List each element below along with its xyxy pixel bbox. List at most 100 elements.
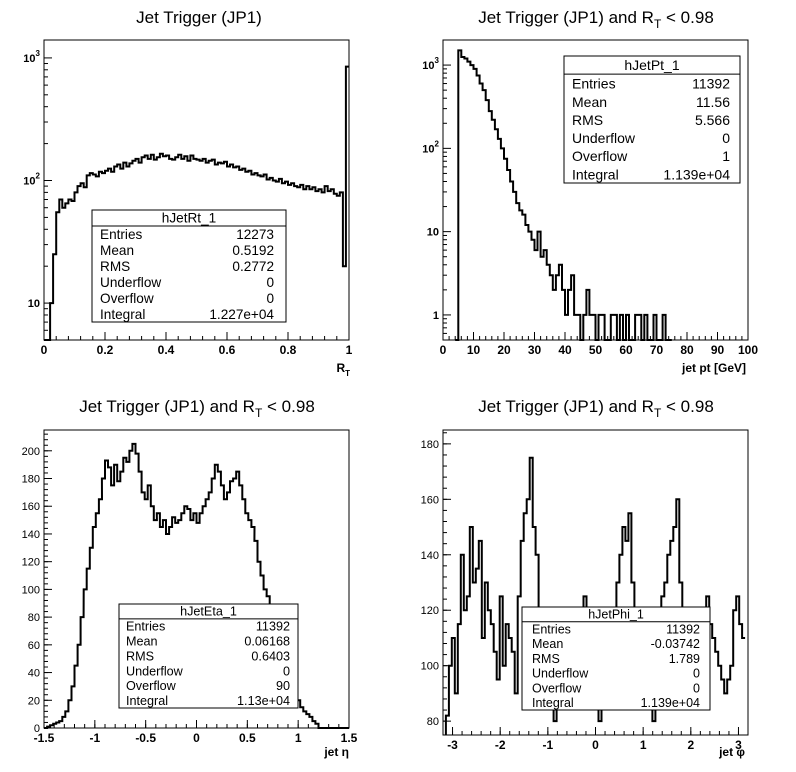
y-tick-label-base: 0 [34, 723, 40, 735]
stats-row-label: Overflow [572, 148, 628, 164]
x-axis-label-main: R [336, 361, 345, 375]
stats-row-label: Integral [126, 694, 168, 708]
y-tick-label: 180 [421, 439, 439, 451]
stats-row-label: Integral [532, 696, 574, 710]
panel-title-main: Jet Trigger (JP1) and R [79, 397, 255, 416]
stats-box-frame [91, 209, 287, 323]
x-tick-label: 20 [497, 343, 511, 357]
x-tick-label: -1.5 [34, 731, 55, 745]
y-tick-label: 103 [422, 56, 439, 72]
x-tick-label: -1 [543, 738, 554, 752]
stats-row-value: 1 [722, 148, 730, 164]
stats-row-value: 90 [276, 679, 290, 693]
stats-row-value: 1.139e+04 [641, 696, 700, 710]
stats-box: hJetPt_1 Entries 11392 Mean 11.56 RMS 5.566 Und… [563, 55, 741, 184]
histogram-panel-2: Jet Trigger (JP1) and RT < 0.98 0 10 20 30 40… [422, 8, 758, 375]
panel-title: Jet Trigger (JP1) and RT < 0.98 [478, 8, 714, 31]
x-axis-label: RT [336, 361, 350, 378]
y-tick-label-exponent: 3 [435, 56, 440, 65]
y-tick-label-base: 200 [22, 446, 40, 458]
panel-title: Jet Trigger (JP1) and RT < 0.98 [478, 397, 714, 420]
stats-row-label: Overflow [126, 679, 177, 693]
x-axis-label: jet pt [GeV] [681, 361, 746, 375]
x-tick-label: 1 [295, 731, 302, 745]
stats-row-label: Mean [100, 243, 134, 258]
x-tick-label: -3 [447, 738, 458, 752]
x-tick-label: 1 [640, 738, 647, 752]
stats-row-label: Underflow [100, 275, 161, 290]
y-tick-label-base: 140 [421, 550, 439, 562]
stats-row-value: 0.06168 [244, 635, 290, 649]
y-tick-label: 200 [22, 446, 40, 458]
stats-row-label: Underflow [572, 130, 636, 146]
y-tick-label-base: 160 [22, 501, 40, 513]
y-tick-label-base: 140 [22, 529, 40, 541]
x-tick-label: 0.4 [158, 343, 175, 357]
y-tick-label-base: 10 [23, 53, 35, 65]
y-tick-label: 80 [427, 716, 439, 728]
stats-row-value: 11.56 [696, 94, 730, 110]
y-tick-label-base: 100 [22, 584, 40, 596]
histogram-line [455, 49, 672, 341]
histogram-panel-3: Jet Trigger (JP1) and RT < 0.98 -1.5 -1 -0.… [22, 397, 358, 759]
stats-row-value: 11392 [256, 620, 290, 634]
y-tick-label: 1 [433, 310, 439, 322]
x-tick-label: 30 [528, 343, 542, 357]
stats-row-label: Mean [126, 635, 158, 649]
y-tick-label: 140 [421, 550, 439, 562]
y-tick-label: 103 [23, 49, 40, 65]
x-tick-label: 70 [650, 343, 664, 357]
plot-frame [43, 39, 350, 341]
stats-row-value: 0 [266, 275, 274, 290]
x-tick-label: 60 [619, 343, 633, 357]
x-tick-label: 0.2 [97, 343, 114, 357]
histogram-line [44, 65, 349, 341]
stats-box-title: hJetPhi_1 [588, 607, 644, 621]
y-tick-label: 0 [34, 723, 40, 735]
stats-row-value: 0 [693, 667, 700, 681]
stats-row-value: 0 [283, 664, 290, 678]
x-tick-label: 50 [589, 343, 603, 357]
y-tick-label: 102 [23, 172, 40, 188]
x-tick-label: 0 [440, 343, 447, 357]
stats-row-value: -0.03742 [651, 637, 700, 651]
y-tick-label-base: 1 [433, 310, 439, 322]
x-tick-label: 1.5 [341, 731, 358, 745]
panel-title-subscript: T [654, 17, 662, 31]
y-tick-label: 10 [28, 298, 40, 310]
stats-row-label: Overflow [100, 291, 154, 306]
panel-title-subscript: T [255, 406, 263, 420]
stats-row-value: 0.2772 [232, 259, 274, 274]
x-tick-label: -0.5 [135, 731, 156, 745]
stats-row-label: RMS [532, 652, 560, 666]
stats-row-value: 0 [266, 291, 274, 306]
y-tick-label-exponent: 2 [36, 172, 41, 181]
stats-row-value: 1.227e+04 [209, 307, 274, 322]
stats-box-frame [521, 606, 711, 711]
x-tick-label: 100 [738, 343, 758, 357]
x-tick-label: 0.5 [239, 731, 256, 745]
stats-row-label: Mean [572, 94, 607, 110]
panel-title-cut: < 0.98 [262, 397, 314, 416]
y-tick-label-base: 120 [22, 557, 40, 569]
panel-title: Jet Trigger (JP1) and RT < 0.98 [79, 397, 315, 420]
y-tick-label: 120 [421, 605, 439, 617]
stats-box-title: hJetRt_1 [162, 210, 216, 225]
x-tick-label: 3 [735, 738, 742, 752]
panel-title-cut: < 0.98 [661, 8, 713, 27]
y-tick-label-base: 60 [28, 640, 40, 652]
x-tick-label: 40 [558, 343, 572, 357]
stats-row-label: Underflow [532, 667, 589, 681]
panel-title-main: Jet Trigger (JP1) and R [478, 8, 654, 27]
y-tick-label: 120 [22, 557, 40, 569]
stats-row-label: Entries [532, 622, 571, 636]
x-axis-label: jet φ [718, 745, 745, 759]
stats-box-frame [563, 55, 741, 184]
y-tick-label: 20 [28, 695, 40, 707]
y-tick-label-base: 10 [427, 227, 439, 239]
x-axis-label-main: jet η [323, 745, 349, 759]
stats-row-value: 1.789 [669, 652, 700, 666]
stats-row-value: 0 [693, 681, 700, 695]
stats-row-value: 11392 [692, 76, 730, 92]
